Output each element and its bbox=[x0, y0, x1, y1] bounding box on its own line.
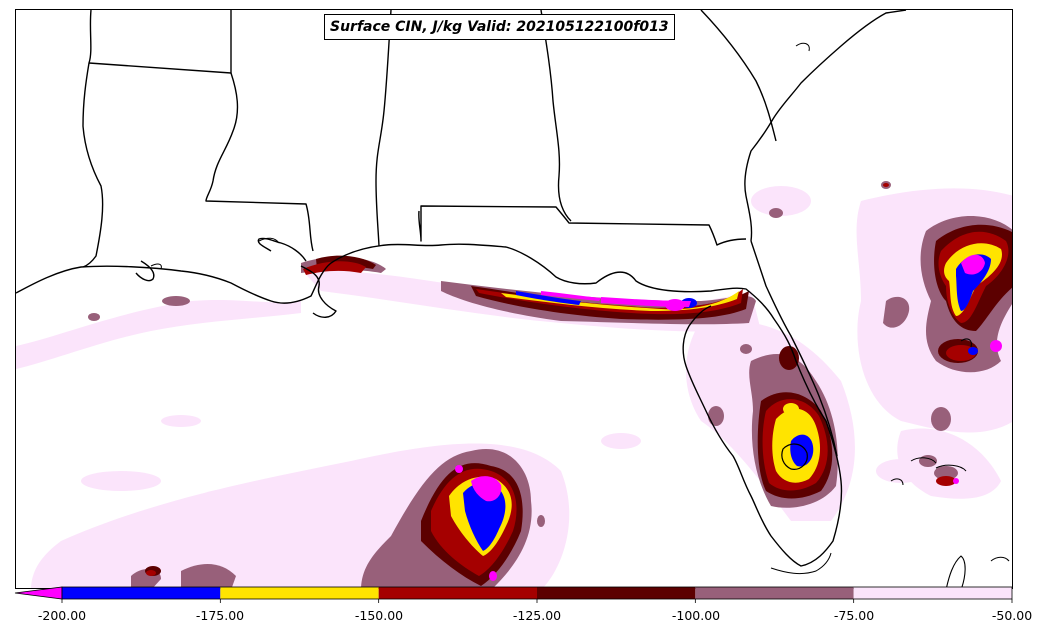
colorbar-bin bbox=[853, 587, 1012, 599]
map-panel bbox=[15, 9, 1013, 589]
cin-map bbox=[16, 10, 1012, 588]
florida-keys bbox=[770, 552, 832, 575]
colorbar-bin bbox=[695, 587, 854, 599]
bahamas bbox=[945, 555, 966, 588]
state-line-ms-al bbox=[205, 72, 314, 252]
colorbar-tick-label: -50.00 bbox=[991, 608, 1033, 623]
cin-shading bbox=[16, 181, 1012, 588]
gulf-coastline bbox=[16, 243, 843, 567]
colorbar-tick-label: -75.00 bbox=[833, 608, 875, 623]
state-line-al-ga bbox=[375, 10, 392, 247]
colorbar-bin bbox=[62, 587, 221, 599]
colorbar-tick-label: -200.00 bbox=[37, 608, 87, 623]
boundaries bbox=[16, 10, 1010, 588]
lake-okeechobee bbox=[781, 443, 808, 470]
colorbar-bin bbox=[220, 587, 379, 599]
colorbar-tick-label: -175.00 bbox=[195, 608, 245, 623]
colorbar-extend-triangle bbox=[14, 586, 63, 600]
map-title: Surface CIN, J/kg Valid: 202105122100f01… bbox=[324, 14, 675, 40]
colorbar-bin bbox=[537, 587, 696, 599]
colorbar-tick-label: -100.00 bbox=[671, 608, 721, 623]
colorbar-bin bbox=[378, 587, 537, 599]
colorbar-tick-label: -125.00 bbox=[512, 608, 562, 623]
state-line-ga-fl bbox=[418, 205, 747, 246]
atlantic-coastline bbox=[744, 10, 907, 242]
state-line-la-ms bbox=[82, 10, 104, 268]
colorbar-tick-label: -150.00 bbox=[354, 608, 404, 623]
